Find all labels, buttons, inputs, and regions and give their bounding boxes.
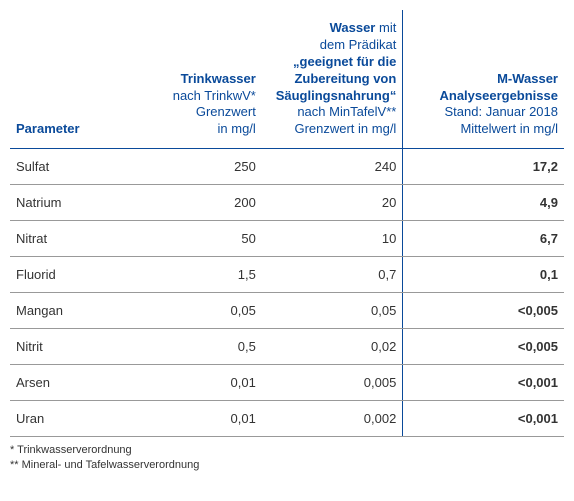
cell-parameter: Uran	[10, 401, 121, 437]
cell-wasser: 20	[262, 185, 403, 221]
cell-wasser: 0,02	[262, 329, 403, 365]
table-row: Nitrit 0,5 0,02 <0,005	[10, 329, 564, 365]
footnotes: * Trinkwasserverordnung ** Mineral- und …	[10, 437, 564, 472]
cell-parameter: Arsen	[10, 365, 121, 401]
wasser-line6: nach MinTafelV**	[297, 104, 396, 119]
cell-parameter: Sulfat	[10, 149, 121, 185]
cell-wasser: 0,7	[262, 257, 403, 293]
cell-mwasser: <0,005	[403, 329, 564, 365]
footnote-1: * Trinkwasserverordnung	[10, 443, 564, 457]
table-body: Sulfat 250 240 17,2 Natrium 200 20 4,9 N…	[10, 149, 564, 437]
cell-parameter: Natrium	[10, 185, 121, 221]
table-row: Uran 0,01 0,002 <0,001	[10, 401, 564, 437]
cell-wasser: 0,005	[262, 365, 403, 401]
table-row: Natrium 200 20 4,9	[10, 185, 564, 221]
wasser-line1b: mit	[375, 20, 396, 35]
cell-trinkwasser: 0,05	[121, 293, 262, 329]
mwasser-line3: Stand: Januar 2018	[445, 104, 558, 119]
trinkwasser-line3: Grenzwert	[196, 104, 256, 119]
cell-mwasser: <0,001	[403, 401, 564, 437]
footnote-2: ** Mineral- und Tafelwasserverordnung	[10, 458, 564, 472]
col-header-wasser: Wasser mit dem Prädikat „geeignet für di…	[262, 10, 403, 149]
cell-parameter: Fluorid	[10, 257, 121, 293]
wasser-line2: dem Prädikat	[320, 37, 397, 52]
wasser-line7: Grenzwert in mg/l	[294, 121, 396, 136]
wasser-line4: Zubereitung von	[294, 71, 396, 86]
cell-wasser: 0,05	[262, 293, 403, 329]
cell-parameter: Mangan	[10, 293, 121, 329]
cell-trinkwasser: 1,5	[121, 257, 262, 293]
cell-mwasser: 17,2	[403, 149, 564, 185]
col-header-mwasser: M-Wasser Analyseergebnisse Stand: Januar…	[403, 10, 564, 149]
cell-parameter: Nitrit	[10, 329, 121, 365]
trinkwasser-line2: nach TrinkwV*	[173, 88, 256, 103]
water-values-table: Parameter Trinkwasser nach TrinkwV* Gren…	[10, 10, 564, 437]
mwasser-title: M-Wasser	[497, 71, 558, 86]
table-row: Mangan 0,05 0,05 <0,005	[10, 293, 564, 329]
cell-trinkwasser: 0,5	[121, 329, 262, 365]
cell-trinkwasser: 0,01	[121, 365, 262, 401]
trinkwasser-line4: in mg/l	[218, 121, 256, 136]
wasser-line3: „geeignet für die	[293, 54, 396, 69]
cell-mwasser: <0,005	[403, 293, 564, 329]
cell-trinkwasser: 0,01	[121, 401, 262, 437]
table-row: Nitrat 50 10 6,7	[10, 221, 564, 257]
col-header-parameter: Parameter	[10, 10, 121, 149]
cell-wasser: 0,002	[262, 401, 403, 437]
cell-mwasser: <0,001	[403, 365, 564, 401]
cell-mwasser: 6,7	[403, 221, 564, 257]
cell-wasser: 240	[262, 149, 403, 185]
cell-parameter: Nitrat	[10, 221, 121, 257]
cell-trinkwasser: 50	[121, 221, 262, 257]
table-row: Arsen 0,01 0,005 <0,001	[10, 365, 564, 401]
cell-trinkwasser: 250	[121, 149, 262, 185]
wasser-line1a: Wasser	[330, 20, 376, 35]
parameter-label: Parameter	[16, 121, 80, 136]
table-row: Fluorid 1,5 0,7 0,1	[10, 257, 564, 293]
trinkwasser-title: Trinkwasser	[181, 71, 256, 86]
cell-mwasser: 4,9	[403, 185, 564, 221]
cell-wasser: 10	[262, 221, 403, 257]
mwasser-line2: Analyseergebnisse	[439, 88, 558, 103]
cell-trinkwasser: 200	[121, 185, 262, 221]
wasser-line5: Säuglingsnahrung“	[276, 88, 397, 103]
col-header-trinkwasser: Trinkwasser nach TrinkwV* Grenzwert in m…	[121, 10, 262, 149]
mwasser-line4: Mittelwert in mg/l	[460, 121, 558, 136]
table-row: Sulfat 250 240 17,2	[10, 149, 564, 185]
cell-mwasser: 0,1	[403, 257, 564, 293]
